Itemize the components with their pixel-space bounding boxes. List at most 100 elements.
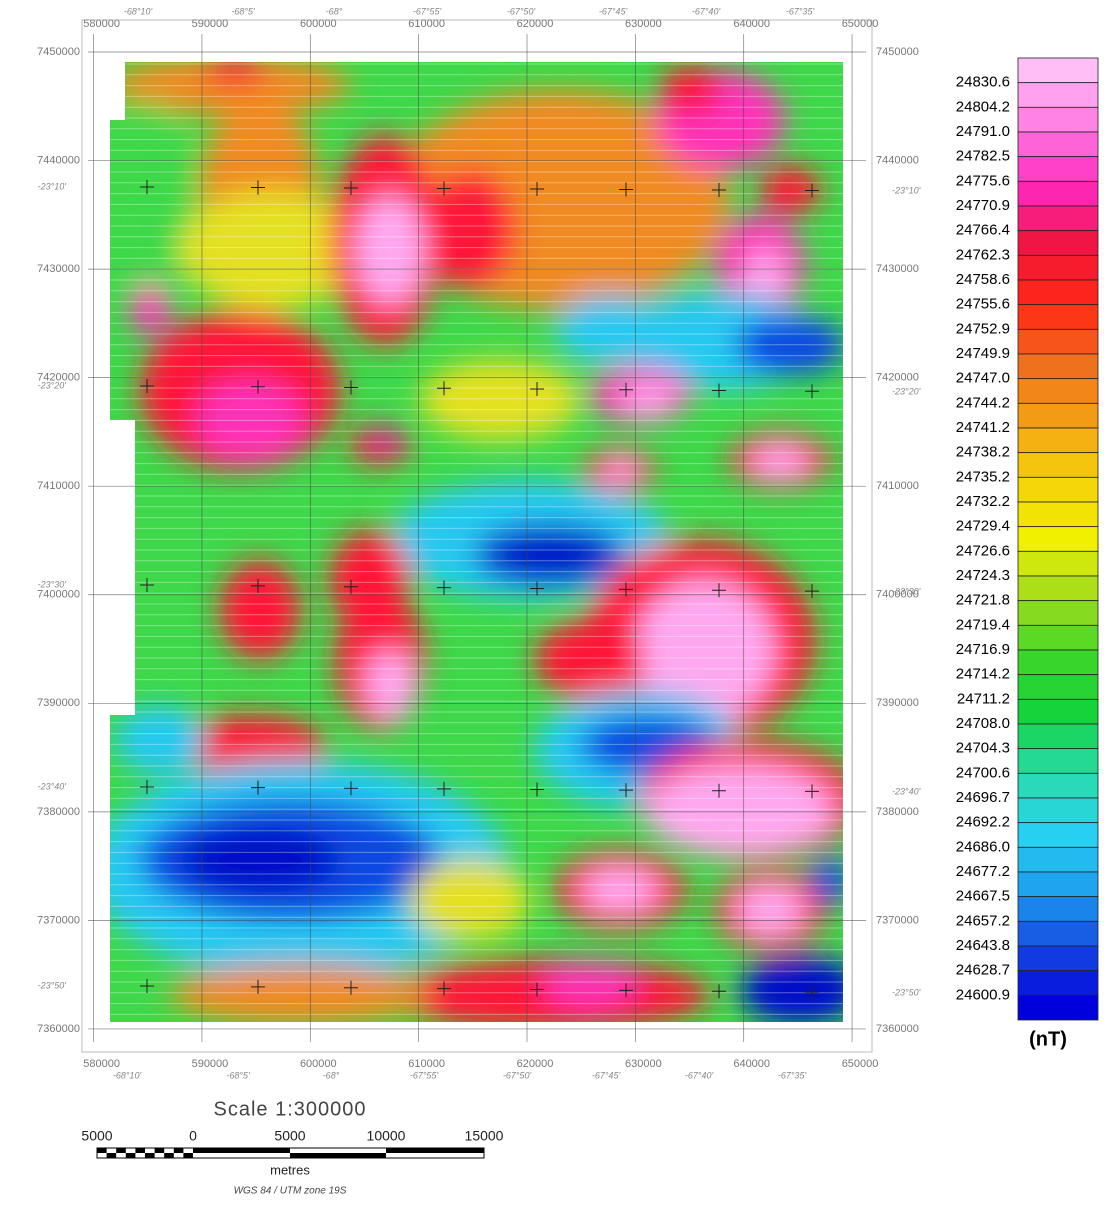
legend-level: 24755.6 — [956, 296, 1010, 313]
northing-label: 7440000 — [876, 154, 919, 166]
surface-blob — [220, 560, 300, 660]
legend-swatch — [1018, 305, 1098, 330]
latitude-label: -23°40' — [892, 786, 921, 796]
easting-label: 640000 — [733, 1058, 770, 1070]
easting-label: 610000 — [408, 1058, 445, 1070]
legend-swatch — [1018, 132, 1098, 157]
legend-swatch — [1018, 675, 1098, 700]
northing-label: 7410000 — [37, 480, 80, 492]
northing-label: 7440000 — [37, 154, 80, 166]
legend-level: 24744.2 — [956, 394, 1010, 411]
legend-swatch — [1018, 329, 1098, 354]
longitude-label: -68° — [326, 6, 343, 16]
northing-label: 7380000 — [37, 806, 80, 818]
northing-label: 7380000 — [876, 806, 919, 818]
scale-unit: metres — [270, 1162, 310, 1177]
northing-label: 7430000 — [876, 263, 919, 275]
legend-swatch — [1018, 83, 1098, 108]
surface-blob — [355, 195, 425, 305]
surface-blob — [130, 285, 170, 335]
longitude-label: -67°55' — [410, 1070, 439, 1080]
longitude-label: -68°5' — [226, 1070, 250, 1080]
legend-level: 24741.2 — [956, 419, 1010, 436]
legend-level: 24804.2 — [956, 98, 1010, 115]
surface-blob — [535, 620, 645, 700]
legend-level: 24721.8 — [956, 592, 1010, 609]
legend: 24830.624804.224791.024782.524775.624770… — [956, 58, 1098, 1020]
scale-label: 5000 — [81, 1128, 112, 1144]
scale-title: Scale 1:300000 — [213, 1098, 366, 1120]
legend-level: 24708.0 — [956, 715, 1010, 732]
legend-level: 24686.0 — [956, 838, 1010, 855]
latitude-label: -23°20' — [892, 386, 921, 396]
legend-swatch — [1018, 157, 1098, 182]
northing-label: 7370000 — [37, 914, 80, 926]
legend-level: 24782.5 — [956, 148, 1010, 165]
latitude-label: -23°10' — [38, 181, 67, 191]
legend-level: 24747.0 — [956, 370, 1010, 387]
northing-label: 7450000 — [876, 46, 919, 58]
legend-level: 24714.2 — [956, 666, 1010, 683]
legend-swatch — [1018, 625, 1098, 650]
surface-blob — [375, 432, 395, 448]
longitude-label: -67°40' — [692, 6, 721, 16]
legend-level: 24749.9 — [956, 345, 1010, 362]
legend-swatch — [1018, 650, 1098, 675]
scale-segment — [386, 1148, 484, 1153]
easting-label: 650000 — [842, 1058, 879, 1070]
latitude-label: -23°30' — [892, 586, 921, 596]
anomaly-surface — [90, 55, 860, 1035]
easting-label: 640000 — [733, 18, 770, 30]
legend-swatch — [1018, 699, 1098, 724]
longitude-label: -67°35' — [786, 6, 815, 16]
legend-level: 24628.7 — [956, 962, 1010, 979]
easting-label: 590000 — [192, 1058, 229, 1070]
legend-swatch — [1018, 477, 1098, 502]
map-page: 5800005800005900005900006000006000006100… — [0, 0, 1112, 1202]
legend-swatch — [1018, 403, 1098, 428]
legend-level: 24657.2 — [956, 912, 1010, 929]
legend-swatch — [1018, 453, 1098, 478]
legend-swatch — [1018, 823, 1098, 848]
scale-check — [183, 1153, 193, 1158]
legend-level: 24762.3 — [956, 246, 1010, 263]
scale-label: 15000 — [465, 1128, 504, 1144]
legend-swatch — [1018, 107, 1098, 132]
legend-level: 24758.6 — [956, 271, 1010, 288]
legend-level: 24700.6 — [956, 764, 1010, 781]
legend-level: 24729.4 — [956, 518, 1010, 535]
scale-segment — [193, 1148, 290, 1153]
scale-check — [174, 1148, 184, 1153]
surface-blob — [205, 55, 265, 85]
northing-label: 7430000 — [37, 263, 80, 275]
legend-swatch — [1018, 206, 1098, 231]
easting-label: 620000 — [517, 18, 554, 30]
legend-level: 24696.7 — [956, 789, 1010, 806]
surface-blob — [555, 295, 665, 365]
legend-swatch — [1018, 798, 1098, 823]
legend-swatch — [1018, 576, 1098, 601]
surface-blob — [105, 100, 195, 300]
legend-level: 24667.5 — [956, 888, 1010, 905]
legend-swatch — [1018, 255, 1098, 280]
legend-swatch — [1018, 231, 1098, 256]
legend-level: 24716.9 — [956, 641, 1010, 658]
surface-blob — [540, 963, 640, 1007]
easting-label: 650000 — [842, 18, 879, 30]
legend-swatch — [1018, 428, 1098, 453]
legend-level: 24752.9 — [956, 320, 1010, 337]
latitude-label: -23°50' — [892, 987, 921, 997]
scale-check — [164, 1153, 174, 1158]
northing-label: 7420000 — [876, 372, 919, 384]
legend-swatch — [1018, 847, 1098, 872]
easting-label: 630000 — [625, 18, 662, 30]
legend-swatch — [1018, 946, 1098, 971]
latitude-label: -23°50' — [38, 980, 67, 990]
legend-swatch — [1018, 995, 1098, 1020]
legend-level: 24735.2 — [956, 468, 1010, 485]
legend-swatch — [1018, 551, 1098, 576]
longitude-label: -67°45' — [599, 6, 628, 16]
northing-label: 7360000 — [37, 1023, 80, 1035]
latitude-label: -23°40' — [38, 781, 67, 791]
easting-label: 620000 — [517, 1058, 554, 1070]
